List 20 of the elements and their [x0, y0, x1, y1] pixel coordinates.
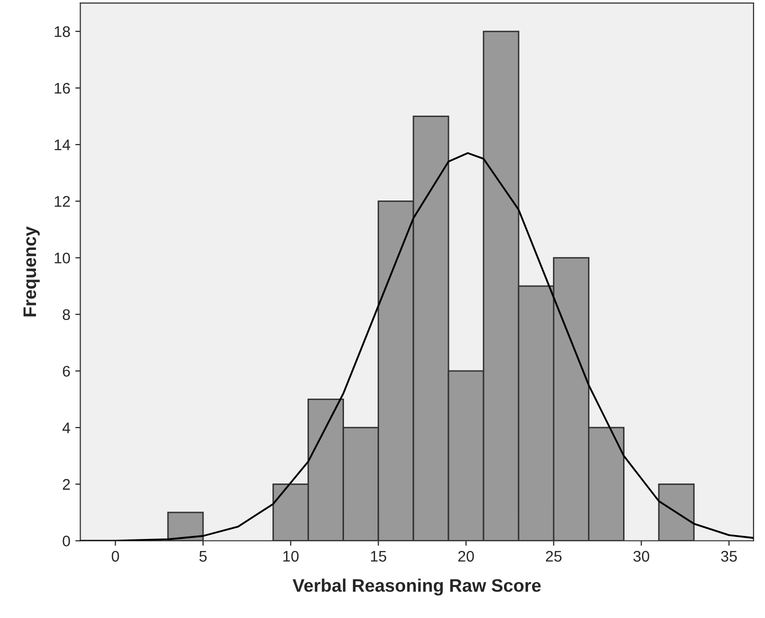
y-tick-label: 4 — [62, 422, 70, 434]
x-tick-label: 35 — [721, 550, 737, 562]
y-axis-title: Frequency — [24, 226, 40, 316]
x-tick-label: 20 — [458, 550, 474, 562]
x-tick-label: 5 — [199, 551, 207, 562]
y-tick-label: 18 — [54, 26, 70, 38]
y-tick-label: 2 — [62, 479, 70, 490]
x-tick-label: 25 — [546, 550, 562, 562]
x-tick-label: 30 — [633, 550, 650, 562]
x-tick-label: 10 — [283, 550, 299, 562]
y-tick-label: 8 — [62, 309, 70, 320]
x-tick-label: 0 — [112, 550, 120, 562]
y-tick-label: 0 — [62, 536, 70, 546]
y-tick-label: 14 — [54, 140, 70, 150]
y-tick-label: 12 — [54, 196, 70, 207]
x-tick-label: 15 — [371, 551, 386, 562]
y-tick-label: 10 — [54, 252, 70, 264]
x-axis-title: Verbal Reasoning Raw Score — [292, 578, 541, 596]
y-tick-label: 16 — [54, 82, 70, 94]
y-tick-label: 6 — [62, 366, 70, 377]
